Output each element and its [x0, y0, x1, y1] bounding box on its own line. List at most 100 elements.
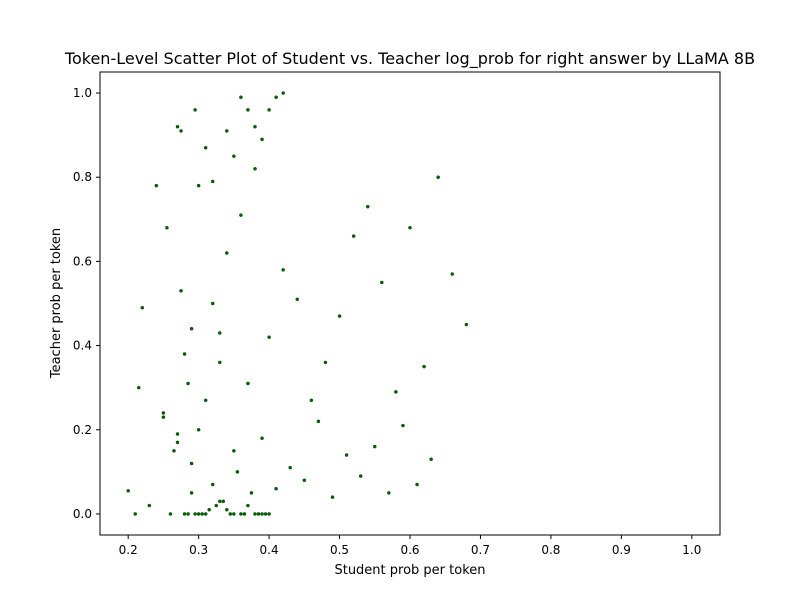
data-point: [200, 512, 204, 516]
data-point: [344, 453, 349, 457]
data-point: [179, 289, 183, 293]
data-point: [232, 512, 236, 516]
data-point: [267, 335, 271, 339]
data-point: [182, 512, 187, 516]
data-point: [218, 360, 222, 365]
data-point: [193, 512, 197, 516]
data-point: [235, 470, 240, 474]
data-point: [136, 385, 141, 390]
data-point: [161, 411, 166, 415]
data-point: [249, 491, 254, 495]
data-point: [281, 268, 285, 272]
data-point: [267, 512, 271, 516]
data-point: [316, 419, 321, 424]
data-point: [182, 352, 187, 356]
data-point: [210, 179, 215, 184]
data-point: [429, 457, 433, 461]
chart-title: Token-Level Scatter Plot of Student vs. …: [64, 49, 755, 69]
data-point: [172, 449, 176, 453]
data-point: [228, 512, 233, 516]
data-point: [210, 482, 215, 487]
x-tick-label: 0.7: [471, 543, 490, 557]
data-point: [373, 444, 377, 449]
data-point: [186, 512, 190, 516]
data-point: [196, 428, 201, 432]
data-point: [450, 272, 455, 276]
data-point: [253, 512, 257, 516]
data-point: [154, 183, 159, 188]
data-point: [186, 381, 190, 386]
data-point: [267, 108, 271, 112]
data-point: [147, 503, 152, 508]
data-point: [401, 423, 405, 428]
data-point: [288, 465, 292, 470]
data-point: [189, 461, 194, 466]
y-tick-label: 0.8: [73, 170, 92, 184]
data-point: [239, 95, 243, 100]
data-point: [260, 137, 264, 142]
data-point: [309, 398, 314, 403]
data-point: [210, 301, 215, 306]
data-point: [274, 486, 278, 491]
x-tick-label: 0.4: [260, 543, 279, 557]
data-point: [126, 489, 130, 493]
data-point: [422, 364, 426, 369]
data-point: [193, 108, 197, 112]
data-point: [260, 512, 264, 516]
data-point: [380, 280, 384, 285]
data-point: [323, 360, 328, 365]
data-point: [140, 305, 145, 310]
data-point: [225, 251, 229, 255]
data-point: [133, 512, 137, 516]
data-point: [387, 491, 391, 495]
data-point: [253, 124, 257, 129]
data-point: [232, 449, 236, 453]
data-point: [225, 507, 229, 512]
x-axis-label: Student prob per token: [334, 563, 485, 578]
data-point: [225, 129, 229, 133]
y-tick-label: 0.6: [73, 254, 92, 268]
data-point: [408, 225, 412, 230]
data-point: [218, 499, 222, 504]
data-point: [239, 213, 243, 217]
data-point: [196, 183, 201, 188]
data-point: [189, 326, 194, 331]
data-point: [253, 167, 257, 171]
data-point: [207, 507, 211, 512]
data-point: [365, 204, 370, 209]
data-point: [232, 154, 236, 158]
data-point: [436, 175, 440, 179]
data-point: [246, 503, 250, 508]
data-point: [464, 322, 469, 327]
data-point: [175, 124, 180, 129]
data-point: [168, 512, 173, 516]
data-point: [295, 297, 300, 302]
y-axis: 0.0 0.2 0.4 0.6 0.8 1.0: [73, 86, 100, 521]
data-point: [246, 108, 250, 112]
x-tick-label: 0.5: [330, 543, 349, 557]
data-point: [214, 503, 218, 508]
data-point: [179, 129, 183, 133]
data-point: [196, 512, 201, 516]
data-point: [330, 495, 335, 499]
data-point: [161, 415, 166, 419]
plot-points: [126, 91, 469, 516]
data-point: [274, 95, 278, 100]
data-point: [242, 512, 247, 516]
data-point: [263, 512, 268, 516]
data-point: [203, 512, 208, 516]
data-point: [165, 225, 169, 230]
data-point: [337, 314, 342, 318]
data-point: [260, 436, 264, 440]
x-tick-label: 1.0: [682, 543, 701, 557]
data-point: [239, 512, 243, 516]
y-tick-label: 1.0: [73, 86, 92, 100]
data-point: [358, 474, 363, 478]
data-point: [175, 432, 180, 436]
x-tick-label: 0.3: [189, 543, 208, 557]
x-tick-label: 0.8: [541, 543, 560, 557]
x-tick-label: 0.9: [612, 543, 631, 557]
data-point: [281, 91, 285, 95]
y-tick-label: 0.2: [73, 423, 92, 437]
